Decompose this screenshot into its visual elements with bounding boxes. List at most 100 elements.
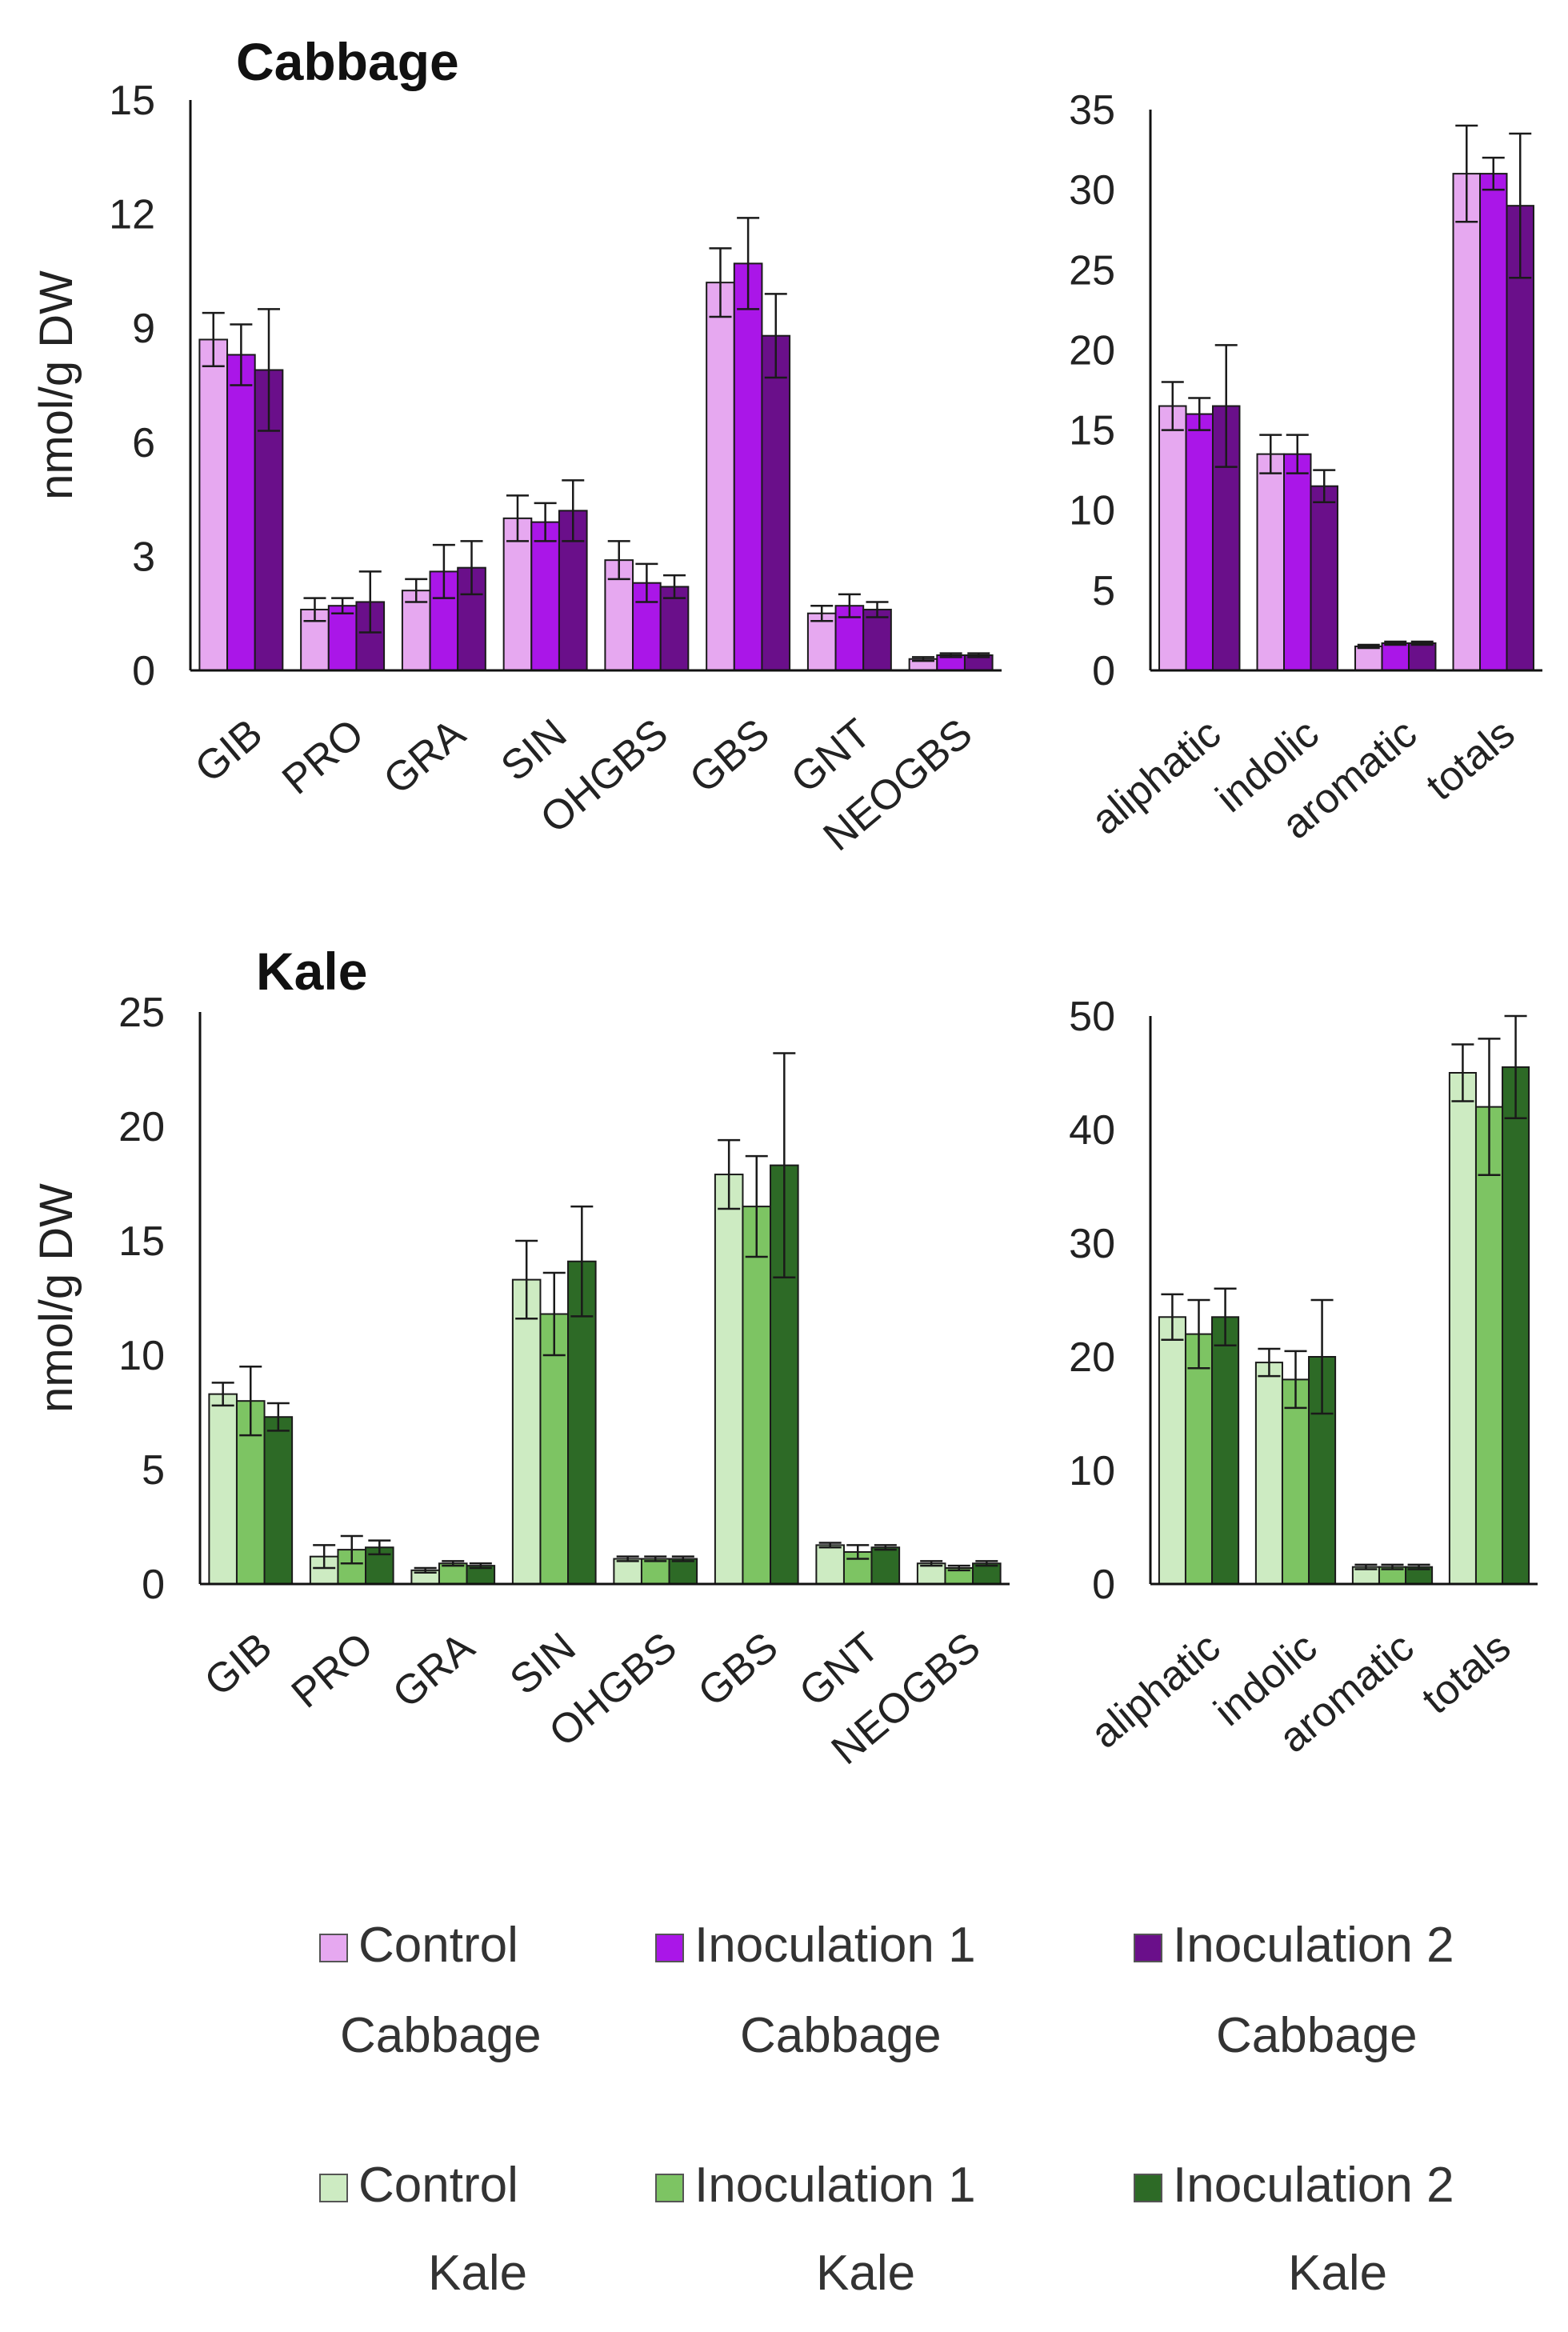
legend-label-line1: Inoculation 1 [694, 1918, 976, 1973]
x-tick-label: GIB [186, 710, 271, 792]
y-tick-label: 5 [1092, 568, 1115, 614]
bar [511, 1278, 542, 1585]
y-tick-label: 3 [132, 534, 155, 580]
y-tick-label: 0 [1092, 648, 1115, 694]
y-tick-label: 50 [1069, 994, 1115, 1040]
bar [1381, 642, 1410, 671]
bar [1185, 413, 1214, 671]
bar [815, 1544, 845, 1586]
bar [842, 1550, 873, 1585]
legend-label-line2: Cabbage [340, 2008, 542, 2063]
legend-item-inoculation2-kale: Inoculation 2 Kale [1134, 2158, 1454, 2301]
legend-label-line1: Inoculation 1 [694, 2158, 976, 2213]
legend-swatch [319, 1934, 348, 1962]
y-tick-label: 30 [1069, 167, 1115, 214]
bar [761, 334, 791, 671]
y-axis-label: nmol/g DW [30, 270, 82, 500]
bar [1158, 1316, 1186, 1586]
x-tick-label: totals [1418, 710, 1523, 810]
y-tick-label: 25 [1069, 247, 1115, 294]
x-tick-label: PRO [274, 710, 373, 804]
x-tick-label: PRO [283, 1624, 382, 1718]
legend-item-inoculation1-cabbage: Inoculation 1 Cabbage [655, 1918, 976, 2063]
y-tick-label: 20 [1069, 1334, 1115, 1381]
x-tick-label: totals [1414, 1624, 1519, 1723]
x-tick-label: GIB [196, 1624, 281, 1706]
bar [539, 1313, 570, 1586]
y-tick-label: 30 [1069, 1221, 1115, 1267]
legend-label-line1: Control [358, 2158, 518, 2213]
y-tick-label: 6 [132, 420, 155, 466]
y-tick-label: 15 [118, 1218, 165, 1265]
y-tick-label: 25 [118, 990, 165, 1036]
legend-label-line2: Cabbage [740, 2008, 942, 2063]
bar [1479, 173, 1508, 672]
bar [355, 601, 386, 671]
legend-swatch [1134, 1934, 1162, 1962]
y-axis-label: nmol/g DW [30, 1183, 82, 1413]
bar [1452, 173, 1482, 672]
y-tick-label: 15 [1069, 408, 1115, 454]
legend-label-line2: Kale [816, 2246, 915, 2301]
y-tick-label: 15 [109, 78, 155, 124]
bar [1502, 1066, 1530, 1585]
bar [640, 1558, 670, 1586]
bar [530, 521, 560, 671]
y-tick-label: 35 [1069, 87, 1115, 134]
y-tick-label: 0 [142, 1562, 165, 1608]
y-tick-label: 5 [142, 1447, 165, 1494]
bar [1254, 1362, 1283, 1585]
legend-label-line1: Control [358, 1918, 518, 1973]
bar [208, 1393, 238, 1585]
legend-swatch [655, 1934, 684, 1962]
y-tick-label: 10 [1069, 488, 1115, 534]
y-tick-label: 0 [132, 648, 155, 694]
legend-item-inoculation1-kale: Inoculation 1 Kale [655, 2158, 976, 2301]
x-tick-label: aliphatic [1082, 1624, 1229, 1758]
legend-label-line2: Kale [1288, 2246, 1387, 2301]
x-tick-label: GRA [384, 1624, 483, 1718]
bar [1184, 1333, 1214, 1585]
chart-panel-2: 05101520253035aliphaticindolicaromaticto… [1069, 87, 1542, 848]
legend-item-inoculation2-cabbage: Inoculation 2 Cabbage [1134, 1918, 1454, 2063]
bar [1474, 1106, 1504, 1585]
legend-swatch [655, 2174, 684, 2202]
bar [1448, 1072, 1477, 1585]
legend-swatch [1134, 2174, 1162, 2202]
legend-item-control-cabbage: Control Cabbage [319, 1918, 542, 2063]
x-tick-label: GBS [681, 710, 778, 802]
legend: Control Cabbage Inoculation 1 Cabbage In… [319, 1918, 1454, 2301]
y-tick-label: 20 [118, 1104, 165, 1150]
legend-label-line2: Cabbage [1216, 2008, 1418, 2063]
y-tick-label: 10 [118, 1333, 165, 1379]
legend-label-line2: Kale [428, 2246, 527, 2301]
chart-panel-4: 01020304050aliphaticindolicaromatictotal… [1069, 994, 1538, 1762]
bar [733, 262, 763, 671]
bar [659, 586, 690, 672]
bar [706, 282, 735, 671]
bar [1158, 405, 1187, 671]
y-tick-label: 40 [1069, 1107, 1115, 1154]
bar [198, 338, 229, 671]
bar [1407, 642, 1437, 671]
bar [613, 1558, 642, 1586]
y-tick-label: 9 [132, 306, 155, 352]
y-tick-label: 20 [1069, 327, 1115, 374]
legend-item-control-kale: Control Kale [319, 2158, 527, 2301]
bar [862, 608, 892, 671]
legend-swatch [319, 2174, 348, 2202]
bar [1310, 485, 1338, 672]
x-tick-label: GBS [690, 1624, 786, 1716]
bar [668, 1558, 698, 1586]
y-tick-label: 0 [1092, 1562, 1115, 1608]
x-tick-label: GRA [375, 710, 474, 804]
bar [870, 1546, 901, 1585]
bar [263, 1416, 294, 1585]
bar [1256, 453, 1286, 671]
bar [742, 1206, 772, 1585]
bar [327, 605, 358, 672]
bar [226, 354, 256, 671]
